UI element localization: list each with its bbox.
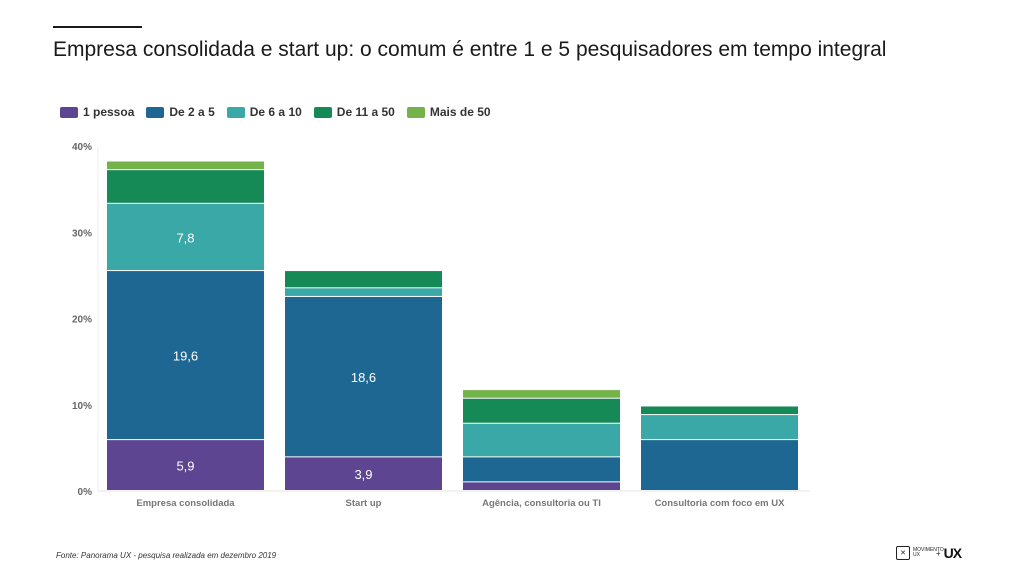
legend-item: De 11 a 50 [313, 105, 395, 119]
bar-segment [641, 406, 798, 415]
y-tick-label: 10% [72, 401, 92, 412]
x-tick-label: Consultoria com foco em UX [655, 498, 786, 509]
ux-logo: UX [943, 545, 962, 561]
legend-swatch [313, 106, 332, 118]
y-tick-label: 20% [72, 315, 92, 326]
source-note: Fonte: Panorama UX - pesquisa realizada … [56, 551, 277, 560]
data-label: 19,6 [173, 349, 198, 364]
chart-legend: 1 pessoa De 2 a 5 De 6 a 10 De 11 a 50 Mais … [60, 105, 491, 119]
legend-swatch [406, 106, 425, 118]
bar-segment [463, 457, 620, 482]
y-tick-label: 40% [72, 142, 92, 153]
bar-segment [463, 482, 620, 490]
bar-segment [285, 457, 442, 490]
bar-segment [463, 390, 620, 398]
movimento-ux-logo-icon: ✕ [896, 546, 910, 560]
title-rule [53, 26, 142, 28]
footer-logos: ✕ MOVIMENTO UX + UX [896, 545, 962, 561]
legend-label: De 6 a 10 [249, 105, 302, 119]
data-label: 3,9 [354, 467, 372, 482]
data-label: 5,9 [176, 459, 194, 474]
logo-plus: + [936, 548, 941, 558]
legend-swatch [146, 106, 165, 118]
bar-segment [285, 271, 442, 288]
bar-segment [463, 423, 620, 457]
x-tick-label: Agência, consultoria ou TI [482, 498, 601, 509]
y-tick-label: 30% [72, 228, 92, 239]
y-tick-label: 0% [78, 487, 93, 498]
bar-segment [285, 296, 442, 457]
legend-item: De 2 a 5 [146, 105, 215, 119]
legend-swatch [60, 106, 78, 118]
bar-segment [463, 398, 620, 423]
bar-segment [107, 161, 264, 170]
legend-item: 1 pessoa [60, 105, 134, 119]
legend-swatch [226, 106, 245, 118]
bar-segment [641, 415, 798, 440]
legend-label: De 11 a 50 [336, 105, 395, 119]
x-tick-label: Empresa consolidada [136, 498, 235, 509]
bar-segment [107, 271, 264, 440]
legend-label: De 2 a 5 [169, 105, 215, 119]
page-title: Empresa consolidada e start up: o comum … [53, 38, 887, 61]
legend-label: 1 pessoa [83, 105, 135, 119]
bar-segment [641, 440, 798, 490]
movimento-ux-logo-text: MOVIMENTO UX [913, 547, 944, 558]
legend-item: De 6 a 10 [226, 105, 302, 119]
bar-segment [107, 203, 264, 271]
x-tick-label: Start up [346, 498, 382, 509]
bar-segment [107, 440, 264, 490]
data-label: 7,8 [176, 230, 194, 245]
legend-item: Mais de 50 [406, 105, 491, 119]
legend-label: Mais de 50 [429, 105, 491, 119]
data-label: 18,6 [351, 370, 376, 385]
bar-segment [107, 170, 264, 203]
bar-segment [285, 288, 442, 296]
